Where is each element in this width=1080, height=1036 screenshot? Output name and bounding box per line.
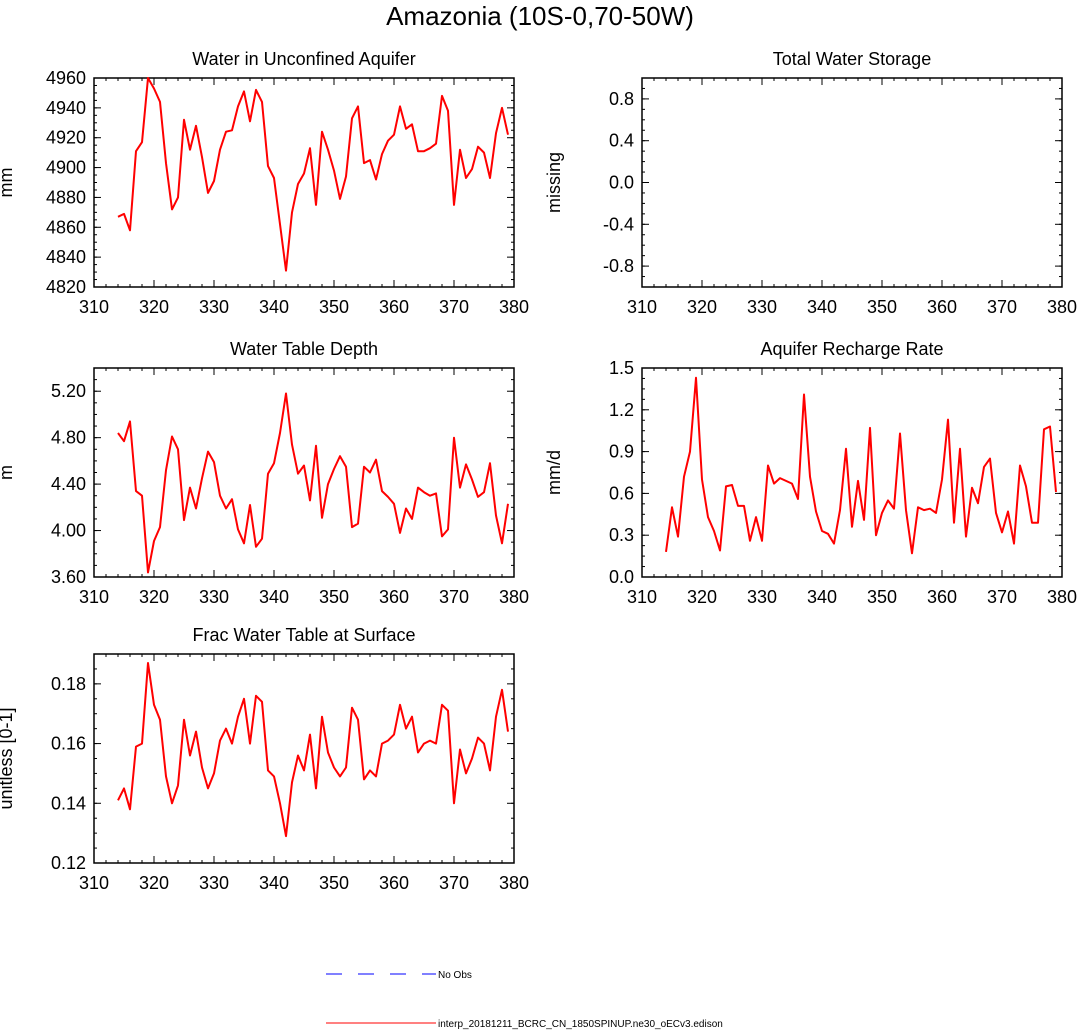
chart-panel-3: Water Table Depth 310 320 330 340 350 360 370 38…	[0, 339, 529, 607]
x-tick-label: 380	[499, 297, 529, 317]
y-axis-label: mm/d	[544, 450, 564, 495]
x-tick-label: 310	[79, 873, 109, 893]
chart-title: Water Table Depth	[230, 339, 378, 359]
y-tick-label: 0.0	[609, 567, 634, 587]
chart-panel-5: Frac Water Table at Surface 310 320 330 340 3…	[0, 625, 529, 893]
x-tick-label: 350	[319, 873, 349, 893]
y-tick-label: 0.12	[51, 853, 86, 873]
y-tick-label: 4.40	[51, 474, 86, 494]
x-tick-label: 360	[927, 297, 957, 317]
x-tick-label: 330	[747, 297, 777, 317]
y-axis-label: missing	[544, 152, 564, 213]
legend: No Obs interp_20181211_BCRC_CN_1850SPINU…	[326, 970, 723, 1030]
x-tick-label: 310	[79, 587, 109, 607]
x-tick-label: 320	[139, 587, 169, 607]
x-tick-label: 340	[807, 297, 837, 317]
chart-title: Water in Unconfined Aquifer	[192, 49, 415, 69]
x-tick-label: 380	[499, 587, 529, 607]
x-tick-label: 380	[499, 873, 529, 893]
chart-title: Aquifer Recharge Rate	[760, 339, 943, 359]
legend-model-label: interp_20181211_BCRC_CN_1850SPINUP.ne30_…	[438, 1019, 723, 1030]
legend-obs-label: No Obs	[438, 970, 472, 981]
y-tick-label: 4820	[46, 277, 86, 297]
x-tick-label: 370	[987, 297, 1017, 317]
y-tick-label: -0.8	[603, 256, 634, 276]
y-tick-label: 4960	[46, 68, 86, 88]
y-tick-label: 3.60	[51, 567, 86, 587]
chart-title: Frac Water Table at Surface	[192, 625, 415, 645]
x-tick-label: 340	[259, 587, 289, 607]
x-tick-label: 310	[627, 587, 657, 607]
x-tick-label: 320	[139, 873, 169, 893]
y-tick-label: 0.16	[51, 734, 86, 754]
x-tick-label: 370	[439, 297, 469, 317]
x-tick-label: 370	[987, 587, 1017, 607]
x-tick-label: 360	[379, 873, 409, 893]
y-tick-label: 4920	[46, 128, 86, 148]
y-axis-label: mm	[0, 168, 16, 198]
y-tick-label: 0.14	[51, 793, 86, 813]
chart-panel-1: Water in Unconfined Aquifer 310 320 330 340 3…	[0, 49, 529, 317]
series-line	[117, 392, 509, 574]
plot-frame	[641, 367, 1063, 578]
x-tick-label: 370	[439, 873, 469, 893]
y-axis-label: m	[0, 465, 16, 480]
x-tick-label: 340	[259, 297, 289, 317]
y-tick-label: 0.18	[51, 674, 86, 694]
x-tick-label: 360	[379, 297, 409, 317]
y-tick-label: 0.8	[609, 89, 634, 109]
y-tick-label: 0.6	[609, 483, 634, 503]
y-tick-label: 4.80	[51, 428, 86, 448]
chart-panel-4: Aquifer Recharge Rate 310 320 330 340 350 360 3…	[544, 339, 1077, 607]
x-tick-label: 330	[199, 873, 229, 893]
x-tick-label: 340	[807, 587, 837, 607]
x-tick-label: 330	[199, 297, 229, 317]
y-tick-label: 4900	[46, 158, 86, 178]
chart-panel-2: Total Water Storage 310 320 330 340 350 360 370…	[544, 49, 1077, 317]
y-tick-label: 0.9	[609, 442, 634, 462]
x-tick-label: 320	[687, 587, 717, 607]
x-tick-label: 320	[139, 297, 169, 317]
y-tick-label: 5.20	[51, 381, 86, 401]
plot-frame	[641, 77, 1063, 288]
y-tick-label: 4940	[46, 98, 86, 118]
x-tick-label: 340	[259, 873, 289, 893]
x-tick-label: 310	[627, 297, 657, 317]
series-line	[665, 376, 1057, 555]
x-tick-label: 310	[79, 297, 109, 317]
x-tick-label: 330	[199, 587, 229, 607]
y-tick-label: 0.0	[609, 173, 634, 193]
y-tick-label: 1.2	[609, 400, 634, 420]
y-axis-label: unitless [0-1]	[0, 707, 16, 809]
x-tick-label: 380	[1047, 587, 1077, 607]
series-line	[117, 77, 509, 272]
plot-frame	[93, 77, 515, 288]
x-tick-label: 370	[439, 587, 469, 607]
y-tick-label: 4880	[46, 187, 86, 207]
y-tick-label: 0.4	[609, 131, 634, 151]
y-tick-label: 0.3	[609, 525, 634, 545]
x-tick-label: 350	[867, 587, 897, 607]
page-title: Amazonia (10S-0,70-50W)	[386, 1, 694, 31]
x-tick-label: 360	[379, 587, 409, 607]
x-tick-label: 350	[319, 297, 349, 317]
y-tick-label: 4.00	[51, 521, 86, 541]
y-tick-label: 4860	[46, 217, 86, 237]
y-tick-label: 1.5	[609, 358, 634, 378]
y-tick-label: -0.4	[603, 214, 634, 234]
x-tick-label: 320	[687, 297, 717, 317]
x-tick-label: 350	[867, 297, 897, 317]
chart-title: Total Water Storage	[773, 49, 931, 69]
x-tick-label: 380	[1047, 297, 1077, 317]
x-tick-label: 360	[927, 587, 957, 607]
series-line	[117, 662, 509, 838]
x-tick-label: 350	[319, 587, 349, 607]
y-tick-label: 4840	[46, 247, 86, 267]
x-tick-label: 330	[747, 587, 777, 607]
